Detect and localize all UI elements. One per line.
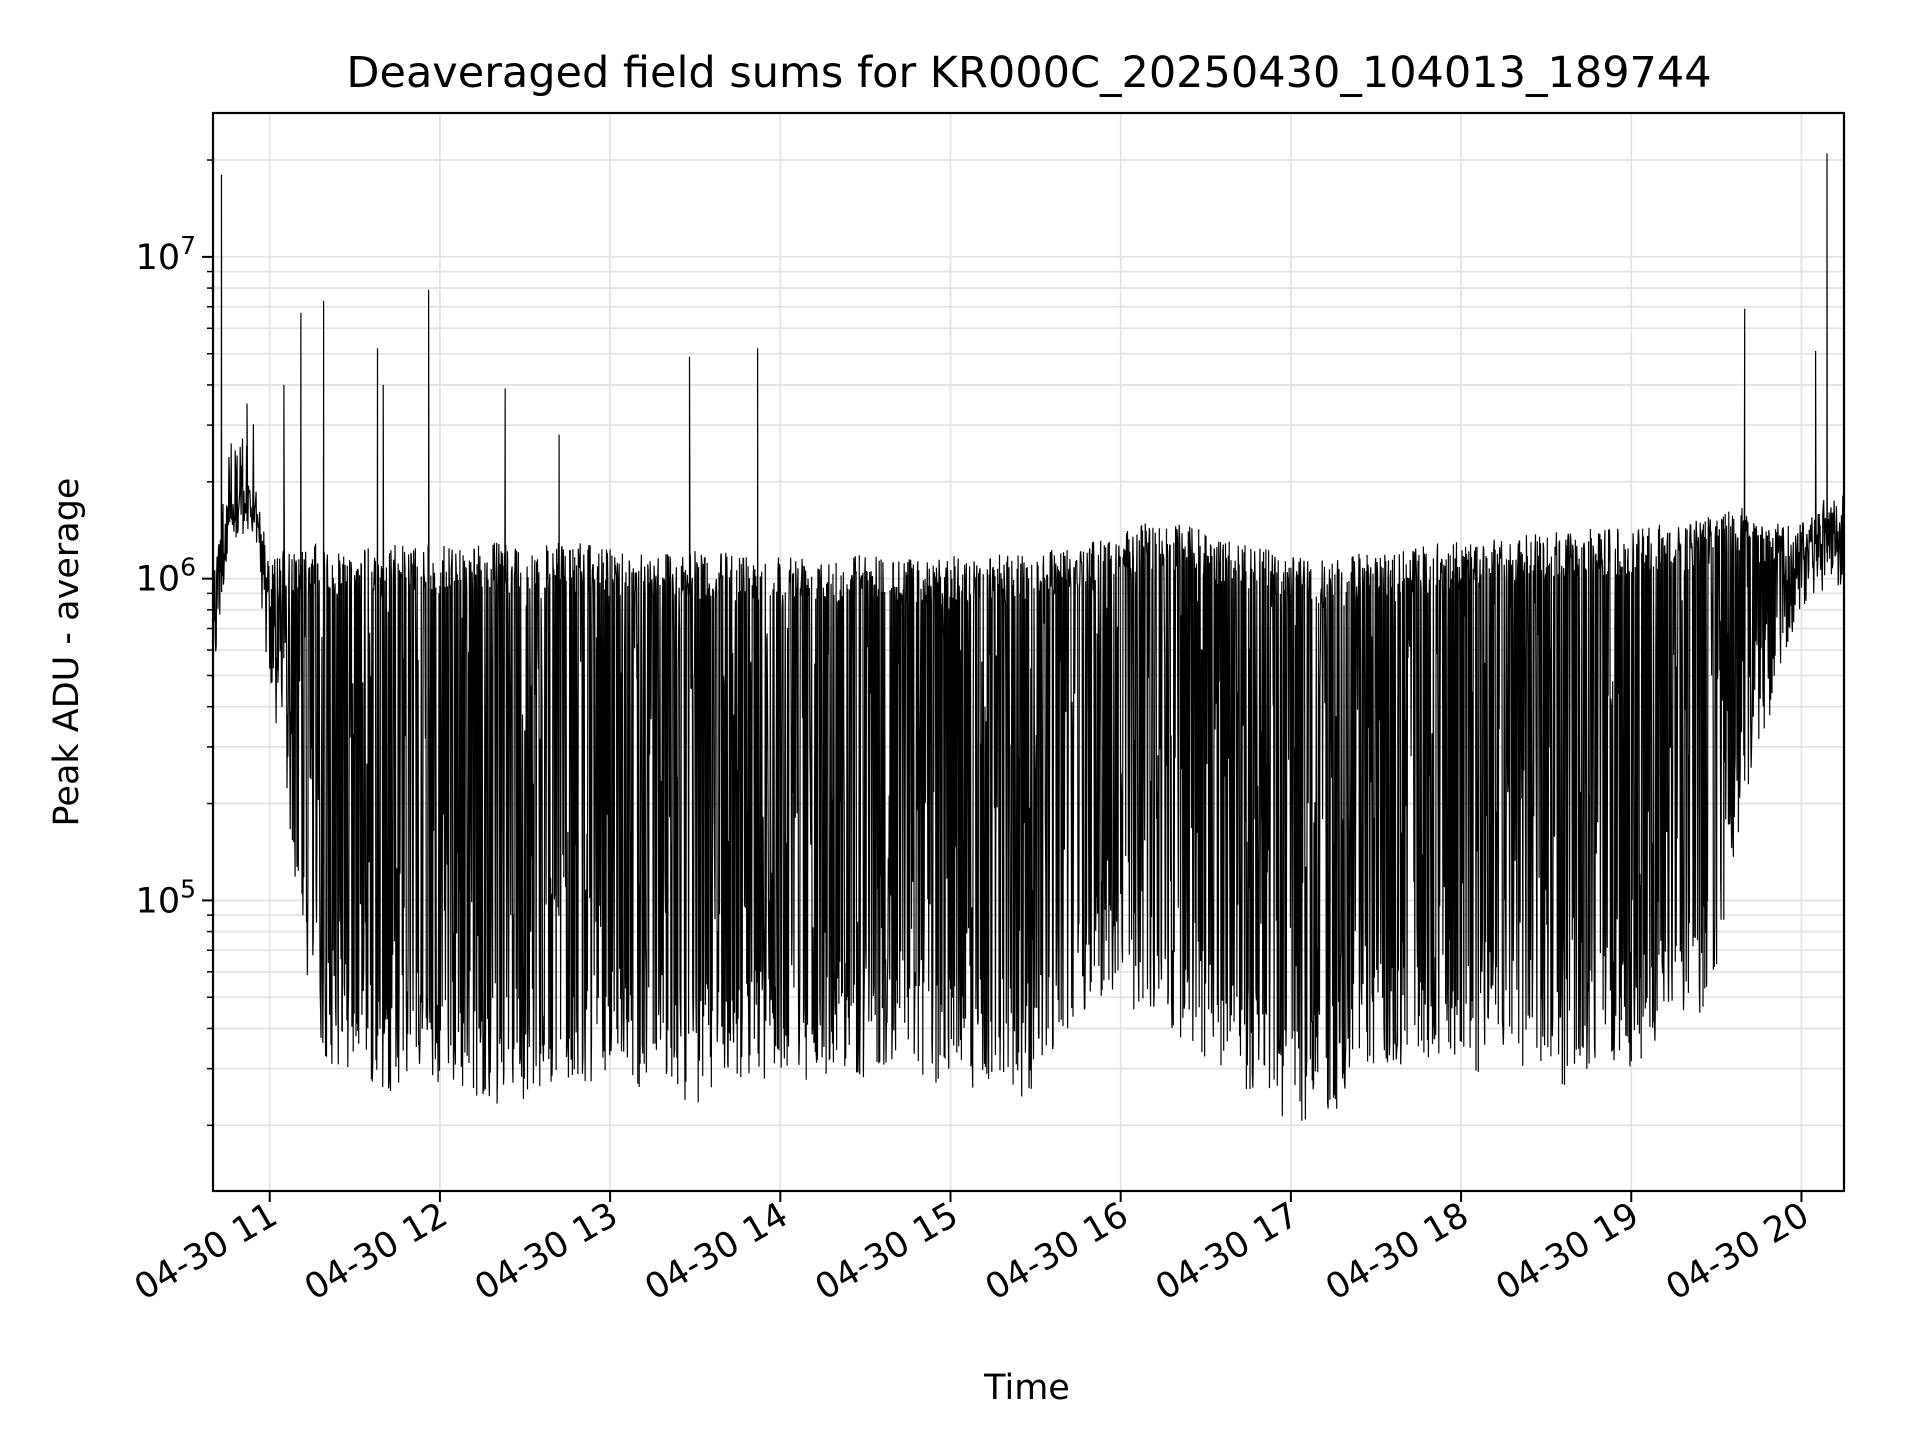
- y-tick-label: 107: [136, 231, 196, 278]
- series-line: [212, 153, 1845, 1121]
- chart-title: Deaveraged field sums for KR000C_2025043…: [346, 48, 1711, 98]
- y-axis: 105 106 107: [136, 159, 213, 1127]
- series-group: [212, 153, 1845, 1121]
- plot-frame: [211, 111, 1846, 1193]
- x-axis-label: Time: [983, 1368, 1070, 1408]
- y-axis-label: Peak ADU - average: [47, 478, 87, 827]
- y-tick-label: 105: [136, 874, 196, 921]
- y-tick-label: 106: [136, 553, 196, 600]
